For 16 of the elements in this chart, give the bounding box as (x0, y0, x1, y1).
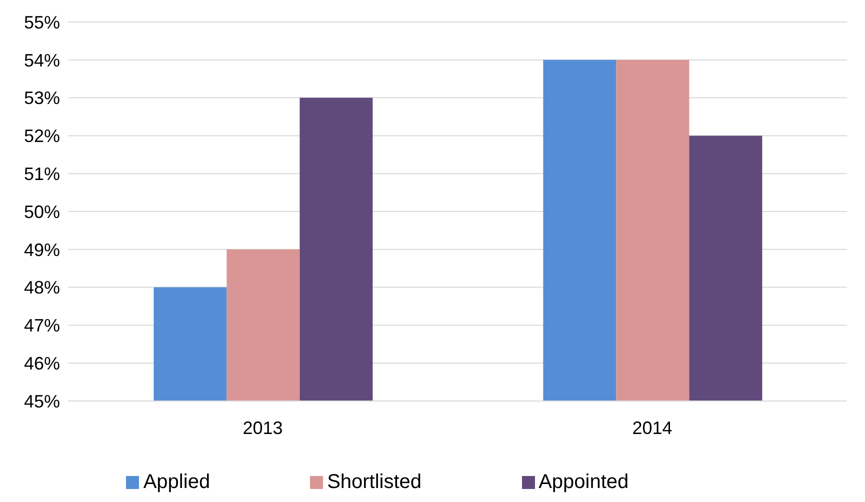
y-tick-label: 50% (24, 202, 60, 222)
y-tick-label: 49% (24, 240, 60, 260)
legend-label: Shortlisted (327, 471, 422, 493)
y-tick-label: 46% (24, 353, 60, 374)
legend-label: Appointed (538, 471, 629, 493)
y-tick-label: 51% (24, 164, 60, 184)
y-tick-label: 54% (24, 50, 60, 70)
y-tick-label: 45% (24, 391, 60, 412)
y-tick-label: 53% (24, 88, 60, 108)
x-tick-label: 2013 (242, 418, 283, 438)
x-tick-label: 2014 (632, 418, 672, 438)
y-tick-label: 48% (24, 278, 60, 298)
legend-label: Applied (143, 471, 210, 493)
y-tick-label: 55% (24, 12, 60, 32)
y-tick-label: 52% (24, 126, 60, 146)
y-tick-label: 47% (24, 316, 60, 336)
